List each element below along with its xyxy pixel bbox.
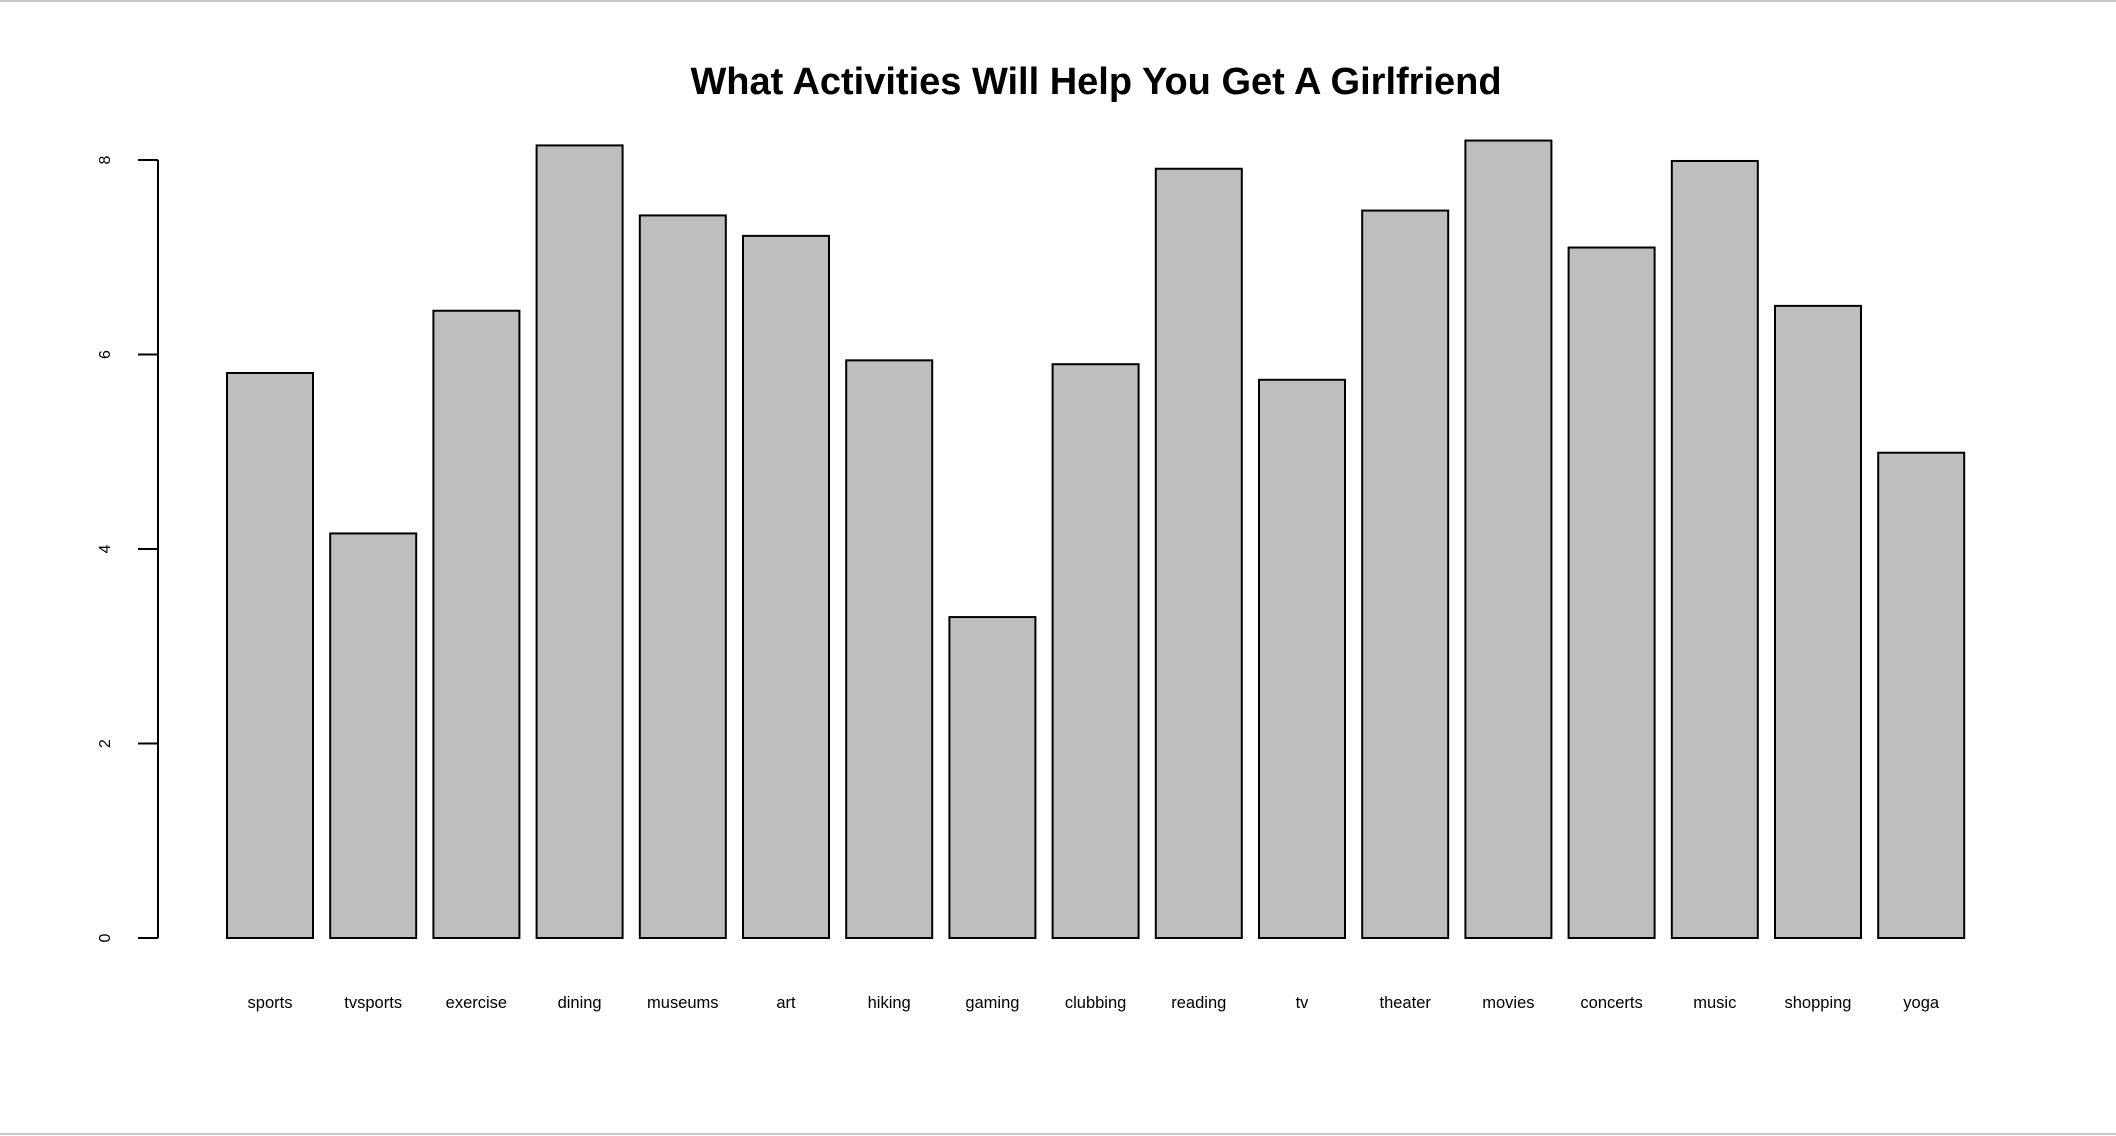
category-labels: sports tvsports exercise dining museums art hi… [248,994,1940,1012]
bar-art [742,234,830,940]
top-border [0,0,2116,2]
bar-tvsports [329,532,418,939]
bar-music [1670,159,1759,940]
category-label: hiking [868,994,911,1012]
bar-clubbing [1051,363,1140,940]
bar-sports [226,371,314,940]
bar-reading [1154,167,1243,939]
bar-shopping [1774,304,1862,939]
bar-yoga [1877,451,1966,939]
category-label: gaming [965,994,1019,1012]
category-label: sports [248,994,293,1012]
category-label: clubbing [1065,994,1126,1012]
bar-concerts [1567,246,1656,939]
category-label: shopping [1785,994,1852,1012]
category-label: tvsports [344,994,402,1012]
category-label: concerts [1580,994,1642,1012]
category-label: art [776,994,796,1012]
bottom-border [0,1133,2116,1135]
category-label: movies [1482,994,1534,1012]
y-tick-label: 2 [97,739,114,748]
bar-theater [1361,209,1450,939]
bar-tv [1258,378,1346,940]
bar-exercise [432,309,521,939]
y-tick-label: 0 [97,933,114,942]
category-label: tv [1296,994,1310,1012]
chart-title: What Activities Will Help You Get A Girl… [690,61,1501,103]
y-tick-label: 8 [97,155,114,164]
y-tick-label: 6 [97,350,114,359]
bar-dining [535,144,624,940]
category-label: museums [647,994,719,1012]
category-label: yoga [1903,994,1940,1012]
category-label: exercise [446,994,507,1012]
category-label: music [1693,994,1736,1012]
y-axis: 0 2 4 6 8 [97,155,159,942]
bar-museums [638,214,727,939]
y-tick-label: 4 [97,544,114,553]
bar-hiking [845,359,934,939]
bar-movies [1464,139,1553,940]
category-label: theater [1380,994,1432,1012]
bar-gaming [948,616,1037,939]
bars-group [226,139,1966,940]
category-label: dining [558,994,602,1012]
category-label: reading [1171,994,1226,1012]
